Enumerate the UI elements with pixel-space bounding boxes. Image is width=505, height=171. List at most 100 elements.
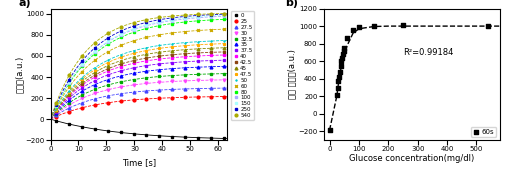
35 bbox=[79, 90, 85, 92]
250 bbox=[195, 14, 201, 16]
60s bbox=[370, 25, 378, 28]
32.5 bbox=[66, 102, 72, 104]
Legend: 60s: 60s bbox=[471, 127, 496, 137]
32.5 bbox=[208, 73, 214, 75]
30 bbox=[143, 82, 149, 84]
150 bbox=[157, 21, 163, 23]
50 bbox=[208, 40, 214, 42]
80 bbox=[105, 43, 111, 45]
80 bbox=[182, 21, 188, 23]
Y-axis label: 신호량(a.u.): 신호량(a.u.) bbox=[15, 56, 24, 93]
32.5 bbox=[157, 75, 163, 77]
Text: R²=0.99184: R²=0.99184 bbox=[403, 48, 453, 57]
540 bbox=[169, 15, 175, 17]
47.5 bbox=[130, 52, 136, 54]
60s bbox=[326, 129, 334, 131]
30 bbox=[53, 113, 59, 115]
25 bbox=[157, 97, 163, 99]
37.5 bbox=[79, 87, 85, 89]
80 bbox=[195, 20, 201, 22]
100 bbox=[66, 82, 72, 84]
40 bbox=[169, 57, 175, 59]
37.5 bbox=[208, 60, 214, 62]
250 bbox=[105, 37, 111, 39]
35 bbox=[195, 66, 201, 68]
250 bbox=[221, 13, 227, 15]
60 bbox=[130, 40, 136, 42]
30 bbox=[169, 81, 175, 83]
40 bbox=[221, 54, 227, 56]
60s bbox=[484, 24, 492, 27]
150 bbox=[195, 16, 201, 18]
32.5 bbox=[130, 78, 136, 81]
250 bbox=[79, 60, 85, 62]
35 bbox=[53, 112, 59, 114]
37.5 bbox=[118, 70, 124, 72]
27.5 bbox=[53, 114, 59, 116]
540 bbox=[92, 42, 98, 44]
540 bbox=[143, 19, 149, 21]
250 bbox=[208, 14, 214, 16]
32.5 bbox=[182, 74, 188, 76]
40 bbox=[118, 66, 124, 68]
Line: 47.5: 47.5 bbox=[55, 42, 225, 111]
30 bbox=[66, 104, 72, 106]
150 bbox=[182, 17, 188, 19]
150 bbox=[53, 105, 59, 107]
250 bbox=[157, 19, 163, 21]
100 bbox=[118, 34, 124, 36]
Line: 27.5: 27.5 bbox=[55, 87, 225, 117]
47.5 bbox=[66, 91, 72, 93]
Line: 37.5: 37.5 bbox=[55, 59, 225, 113]
100 bbox=[157, 22, 163, 24]
35 bbox=[182, 67, 188, 69]
Line: 25: 25 bbox=[55, 95, 225, 118]
50 bbox=[221, 40, 227, 42]
47.5 bbox=[53, 109, 59, 111]
32.5 bbox=[221, 73, 227, 75]
30 bbox=[221, 79, 227, 81]
150 bbox=[92, 50, 98, 52]
80 bbox=[92, 53, 98, 55]
60 bbox=[208, 29, 214, 31]
Line: 30: 30 bbox=[55, 78, 225, 116]
0 bbox=[182, 136, 188, 138]
Line: 0: 0 bbox=[55, 119, 225, 140]
50 bbox=[169, 43, 175, 45]
0 bbox=[118, 131, 124, 134]
540 bbox=[105, 32, 111, 35]
30 bbox=[130, 84, 136, 86]
37.5 bbox=[130, 67, 136, 69]
40 bbox=[66, 95, 72, 97]
45 bbox=[92, 71, 98, 74]
35 bbox=[221, 65, 227, 67]
250 bbox=[92, 47, 98, 49]
100 bbox=[169, 19, 175, 22]
45 bbox=[53, 109, 59, 111]
540 bbox=[53, 102, 59, 104]
100 bbox=[195, 17, 201, 19]
Line: 32.5: 32.5 bbox=[55, 72, 225, 115]
37.5 bbox=[157, 63, 163, 65]
0 bbox=[195, 137, 201, 139]
100 bbox=[208, 16, 214, 18]
37.5 bbox=[105, 74, 111, 76]
27.5 bbox=[208, 87, 214, 89]
80 bbox=[208, 19, 214, 21]
50 bbox=[118, 54, 124, 56]
25 bbox=[79, 107, 85, 109]
42.5 bbox=[157, 55, 163, 57]
30 bbox=[105, 89, 111, 91]
60s bbox=[336, 70, 344, 73]
60s bbox=[338, 56, 346, 59]
60 bbox=[143, 36, 149, 38]
42.5 bbox=[118, 63, 124, 65]
540 bbox=[130, 22, 136, 24]
40 bbox=[182, 56, 188, 58]
60s bbox=[334, 80, 342, 83]
60s bbox=[349, 28, 357, 31]
27.5 bbox=[118, 93, 124, 95]
60 bbox=[221, 28, 227, 30]
540 bbox=[157, 16, 163, 18]
0 bbox=[105, 130, 111, 132]
